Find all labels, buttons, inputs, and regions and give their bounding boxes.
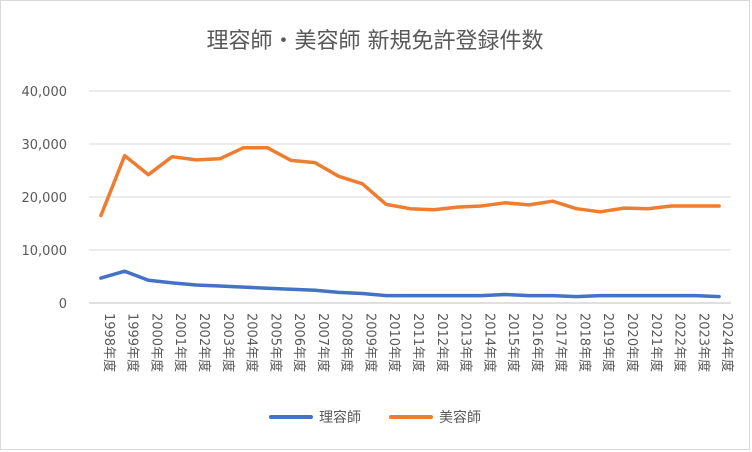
x-tick-label: 2003年度: [220, 313, 236, 372]
x-tick-label: 1999年度: [125, 313, 141, 372]
x-tick-label: 2023年度: [695, 313, 711, 372]
x-tick-label: 2014年度: [481, 313, 497, 372]
legend: 理容師 美容師: [1, 407, 749, 427]
y-tick-label: 30,000: [22, 138, 68, 153]
legend-item: 理容師: [269, 407, 361, 427]
legend-swatch: [389, 415, 433, 419]
x-tick-label: 2020年度: [624, 313, 640, 372]
y-tick-label: 20,000: [22, 191, 68, 206]
x-tick-label: 2007年度: [315, 313, 331, 372]
x-tick-label: 2015年度: [505, 313, 521, 372]
x-tick-label: 2013年度: [458, 313, 474, 372]
x-tick-label: 2010年度: [386, 313, 402, 372]
x-tick-label: 2022年度: [672, 313, 688, 372]
legend-label: 美容師: [439, 410, 481, 426]
chart-title: 理容師・美容師 新規免許登録件数: [206, 29, 544, 54]
x-tick-label: 2016年度: [529, 313, 545, 372]
x-tick-label: 2009年度: [362, 313, 378, 372]
x-tick-label: 2018年度: [576, 313, 592, 372]
y-tick-label: 40,000: [22, 85, 68, 100]
x-tick-label: 1998年度: [101, 313, 117, 372]
x-tick-label: 2002年度: [196, 313, 212, 372]
legend-label: 理容師: [319, 410, 361, 426]
x-tick-label: 2024年度: [719, 313, 735, 372]
y-axis-ticks: 0 10,000 20,000 30,000 40,000: [22, 85, 68, 312]
x-tick-label: 2006年度: [291, 313, 307, 372]
x-tick-label: 2004年度: [244, 313, 260, 372]
x-tick-label: 2021年度: [648, 313, 664, 372]
x-tick-label: 2011年度: [410, 313, 426, 372]
series-lines: [99, 145, 721, 299]
x-axis-ticks: 1998年度 1999年度 2000年度 2001年度 2002年度 2003年度 2004…: [101, 313, 735, 372]
x-tick-label: 2000年度: [148, 313, 164, 372]
series-line: [99, 269, 721, 299]
series-line: [99, 145, 721, 218]
x-tick-label: 2017年度: [553, 313, 569, 372]
y-tick-label: 10,000: [22, 244, 68, 259]
x-tick-label: 2012年度: [434, 313, 450, 372]
x-tick-label: 2008年度: [339, 313, 355, 372]
legend-swatch: [269, 415, 313, 419]
y-tick-label: 0: [59, 297, 67, 312]
x-tick-label: 2001年度: [172, 313, 188, 372]
x-tick-label: 2005年度: [267, 313, 283, 372]
legend-item: 美容師: [389, 407, 481, 427]
x-tick-label: 2019年度: [600, 313, 616, 372]
gridlines: [89, 90, 731, 304]
